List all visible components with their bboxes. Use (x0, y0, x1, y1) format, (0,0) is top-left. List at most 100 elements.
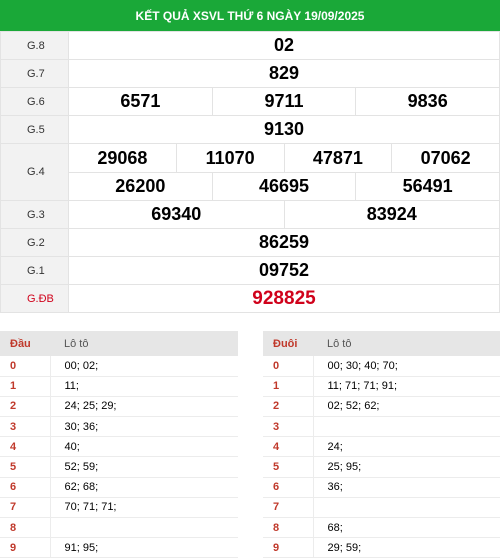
special-prize-number: 928825 (252, 287, 316, 309)
loto-values: 36; (313, 477, 500, 498)
column-header: Đầu (0, 331, 50, 356)
table-row: 9 29; 59; (263, 537, 500, 558)
prize-number: 829 (268, 63, 300, 83)
table-row: 7 70; 71; 71; (0, 497, 238, 519)
prize-row-g6: G.6 6571 9711 9836 (0, 87, 500, 116)
loto-key: 5 (263, 456, 314, 478)
loto-tail-table: Đuôi Lô tô 0 00; 30; 40; 70; 1 11; 71; 71;… (263, 331, 500, 558)
loto-key: 3 (0, 416, 51, 438)
loto-values: 24; 25; 29; (50, 396, 238, 418)
table-row: 5 25; 95; (263, 456, 500, 478)
table-row: 0 00; 02; (0, 356, 238, 377)
prize-number: 09752 (258, 260, 310, 280)
table-row: 2 02; 52; 62; (263, 396, 500, 418)
loto-key: 6 (263, 477, 314, 498)
prize-row-g2: G.2 86259 (0, 228, 500, 257)
prize-number: 46695 (211, 173, 356, 200)
table-row: 4 24; (263, 436, 500, 458)
table-row: 6 36; (263, 477, 500, 498)
loto-key: 9 (0, 537, 51, 558)
loto-key: 8 (263, 517, 314, 539)
loto-values: 62; 68; (50, 477, 238, 498)
prize-label: G.5 (0, 115, 69, 144)
prize-row-g3: G.3 69340 83924 (0, 200, 500, 229)
prize-number: 69340 (151, 204, 202, 224)
prize-number: 9836 (355, 88, 499, 115)
loto-values: 11; 71; 71; 91; (313, 376, 500, 397)
results-header: KẾT QUẢ XSVL THỨ 6 NGÀY 19/09/2025 (0, 0, 500, 31)
loto-key: 5 (0, 456, 51, 478)
table-row: 9 91; 95; (0, 537, 238, 558)
prize-number: 83924 (283, 201, 500, 228)
prize-number: 86259 (258, 232, 310, 252)
loto-values: 25; 95; (313, 456, 500, 478)
table-row: 1 11; (0, 376, 238, 397)
table-row: 1 11; 71; 71; 91; (263, 376, 500, 397)
column-header: Lô tô (50, 331, 238, 356)
prize-number: 02 (273, 35, 295, 55)
loto-head-table: Đầu Lô tô 0 00; 02; 1 11; 2 24; 25; 29; 3 30… (0, 331, 238, 558)
prize-label: G.4 (0, 143, 69, 201)
table-row: 5 52; 59; (0, 456, 238, 478)
loto-values: 40; (50, 436, 238, 458)
table-row: 8 (0, 517, 238, 539)
table-row: 0 00; 30; 40; 70; (263, 356, 500, 377)
table-row: 3 30; 36; (0, 416, 238, 438)
loto-key: 4 (0, 436, 51, 458)
prize-row-g1: G.1 09752 (0, 256, 500, 285)
loto-values: 52; 59; (50, 456, 238, 478)
loto-values: 30; 36; (50, 416, 238, 438)
table-row: 2 24; 25; 29; (0, 396, 238, 418)
table-row: 8 68; (263, 517, 500, 539)
prize-label: G.7 (0, 59, 69, 88)
prize-number: 47871 (283, 144, 392, 172)
table-row: 6 62; 68; (0, 477, 238, 498)
prize-table: G.8 02 G.7 829 G.6 6571 9711 9836 G.5 91… (0, 31, 500, 313)
prize-label: G.ĐB (0, 284, 69, 313)
loto-key: 7 (0, 497, 51, 519)
prize-label: G.2 (0, 228, 69, 257)
prize-label: G.1 (0, 256, 69, 285)
table-row: 7 (263, 497, 500, 519)
prize-label: G.8 (0, 31, 69, 60)
prize-number: 9711 (211, 88, 356, 115)
prize-row-special: G.ĐB 928825 (0, 284, 500, 313)
loto-values (313, 497, 500, 519)
loto-values: 11; (50, 376, 238, 397)
loto-key: 0 (263, 356, 314, 377)
prize-row-g7: G.7 829 (0, 59, 500, 88)
results-title: KẾT QUẢ XSVL THỨ 6 NGÀY 19/09/2025 (135, 8, 365, 23)
loto-values: 70; 71; 71; (50, 497, 238, 519)
prize-row-g8: G.8 02 (0, 31, 500, 60)
prize-number: 56491 (355, 173, 499, 200)
prize-number: 29068 (97, 147, 148, 168)
loto-key: 3 (263, 416, 314, 438)
prize-row-g4: G.4 29068 11070 47871 07062 26200 46695 … (0, 143, 500, 201)
loto-values: 68; (313, 517, 500, 539)
loto-values: 29; 59; (313, 537, 500, 558)
loto-key: 8 (0, 517, 51, 539)
loto-values: 24; (313, 436, 500, 458)
loto-key: 9 (263, 537, 314, 558)
loto-key: 4 (263, 436, 314, 458)
prize-label: G.6 (0, 87, 69, 116)
loto-key: 1 (0, 376, 51, 397)
loto-values: 91; 95; (50, 537, 238, 558)
loto-values: 00; 02; (50, 356, 238, 377)
loto-key: 6 (0, 477, 51, 498)
prize-row-g5: G.5 9130 (0, 115, 500, 144)
prize-number: 11070 (175, 144, 284, 172)
loto-values: 02; 52; 62; (313, 396, 500, 418)
table-row: 3 (263, 416, 500, 438)
prize-number: 6571 (120, 91, 161, 111)
loto-key: 0 (0, 356, 51, 377)
prize-number: 9130 (263, 119, 305, 139)
loto-values (313, 416, 500, 438)
loto-key: 2 (0, 396, 51, 418)
table-row: 4 40; (0, 436, 238, 458)
loto-key: 7 (263, 497, 314, 519)
column-header: Đuôi (263, 331, 313, 356)
column-header: Lô tô (313, 331, 500, 356)
loto-values: 00; 30; 40; 70; (313, 356, 500, 377)
loto-values (50, 517, 238, 539)
